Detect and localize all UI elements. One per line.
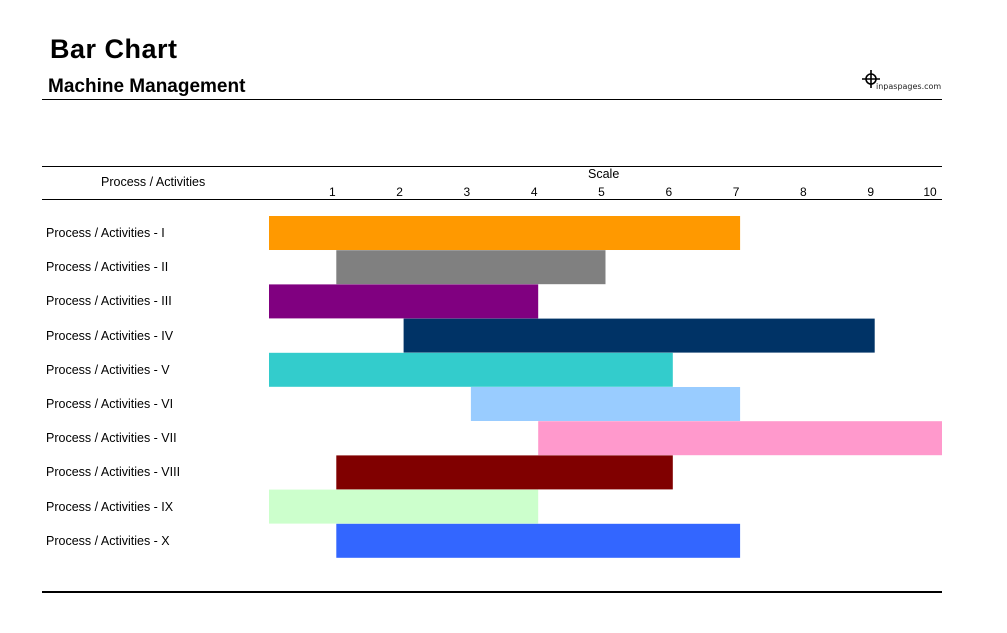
title-divider [42, 99, 942, 100]
row-label: Process / Activities - II [46, 260, 169, 275]
row-label: Process / Activities - IX [46, 499, 174, 514]
bar [336, 523, 741, 558]
logo-text: inpaspages.com [876, 82, 942, 91]
chart-title: Bar Chart [50, 34, 178, 64]
row-label: Process / Activities - III [46, 294, 172, 309]
bar [538, 421, 942, 456]
bar [269, 489, 539, 524]
row-label: Process / Activities - IV [46, 328, 174, 343]
bar [336, 250, 606, 285]
x-tick-label: 4 [530, 185, 538, 199]
bar [403, 318, 875, 353]
category-header: Process / Activities [101, 175, 206, 189]
bar [269, 216, 741, 250]
bar [470, 387, 741, 421]
header-bottom-rule [42, 199, 942, 200]
x-tick-label: 5 [598, 185, 605, 199]
row-label: Process / Activities - X [46, 533, 170, 548]
crosshair-icon [862, 70, 880, 88]
x-tick-label: 7 [732, 185, 740, 199]
chart-subtitle: Machine Management [48, 76, 246, 97]
bar [336, 455, 673, 490]
x-tick-label: 1 [328, 185, 336, 199]
x-tick-label: 2 [396, 185, 403, 199]
header-top-rule [42, 166, 942, 167]
x-tick-label: 9 [867, 185, 875, 199]
row-label: Process / Activities - VIII [46, 465, 181, 480]
x-tick-label: 3 [463, 185, 471, 199]
row-label: Process / Activities - V [46, 362, 170, 377]
x-axis-label: Scale [588, 167, 620, 181]
x-tick-label: 8 [800, 185, 807, 199]
row-label: Process / Activities - VII [46, 431, 177, 446]
x-tick-label: 10 [923, 185, 937, 199]
bar [269, 284, 539, 319]
x-tick-label: 6 [665, 185, 673, 199]
footer-rule [42, 591, 942, 593]
row-label: Process / Activities - VI [46, 397, 174, 411]
bar [269, 352, 673, 387]
site-logo: inpaspages.com [860, 70, 942, 96]
row-label: Process / Activities - I [46, 226, 165, 240]
